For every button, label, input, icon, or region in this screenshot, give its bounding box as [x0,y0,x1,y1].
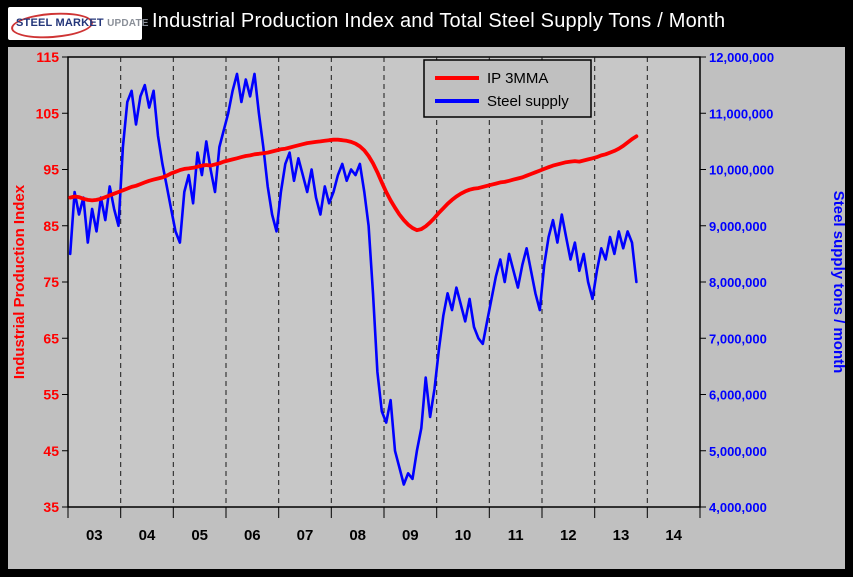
chart: 03 04 05 06 07 08 09 10 11 12 13 14 35 45 55 65 75 85 95 10… [11,49,847,544]
axis-ticks [62,56,706,518]
left-axis-tick-label: 75 [43,274,59,290]
series-line-ip-3mma [68,134,639,233]
left-axis-tick-label: 65 [43,330,59,346]
legend-label-ip3mma: IP 3MMA [487,70,548,87]
x-axis-year-label: 14 [665,527,682,544]
x-axis-year-label: 05 [191,527,208,544]
right-axis-title: Steel supply tons / month [830,191,845,374]
x-axis-year-label: 08 [349,527,366,544]
left-axis-title: Industrial Production Index [11,184,28,379]
logo-word-steel: STEEL [16,17,53,29]
right-axis-tick-label: 11,000,000 [709,106,773,121]
logo-word-market: MARKET [55,17,104,29]
right-axis-tick-label: 7,000,000 [709,331,767,346]
x-axis-year-label: 03 [86,527,103,544]
logo-word-update: UPDATE [107,18,149,29]
left-axis-tick-label: 55 [43,387,59,403]
x-axis-year-label: 09 [402,527,419,544]
legend-label-steel-supply: Steel supply [487,93,569,110]
axis-tick-labels: 03 04 05 06 07 08 09 10 11 12 13 14 35 45 55 65 75 85 95 10… [36,49,774,544]
left-axis-tick-label: 115 [36,49,59,65]
left-axis-tick-label: 95 [43,162,59,178]
left-axis-tick-label: 35 [43,499,59,515]
right-axis-tick-label: 6,000,000 [709,388,767,403]
chart-panel: 03 04 05 06 07 08 09 10 11 12 13 14 35 45 55 65 75 85 95 10… [8,47,847,569]
right-axis-tick-label: 12,000,000 [709,50,774,65]
x-axis-year-label: 06 [244,527,261,544]
right-axis-tick-label: 5,000,000 [709,444,767,459]
right-axis-tick-label: 10,000,000 [709,163,774,178]
right-axis-tick-label: 4,000,000 [709,500,767,515]
x-axis-year-label: 13 [613,527,630,544]
right-axis-tick-label: 9,000,000 [709,219,767,234]
left-axis-tick-label: 105 [36,105,60,121]
legend-box [423,59,592,118]
chart-title: Industrial Production Index and Total St… [152,10,726,32]
right-axis-tick-label: 8,000,000 [709,275,767,290]
x-axis-year-label: 10 [455,527,472,544]
x-axis-year-label: 12 [560,527,577,544]
logo-text: STEEL MARKET UPDATE [16,17,149,29]
x-axis-year-label: 11 [508,527,524,544]
left-axis-tick-label: 45 [43,443,59,459]
left-axis-tick-label: 85 [43,218,59,234]
legend: IP 3MMA Steel supply [423,59,592,118]
steel-market-update-logo: STEEL MARKET UPDATE [8,7,148,41]
x-axis-year-label: 07 [297,527,314,544]
x-axis-year-label: 04 [139,527,156,544]
series-lines [68,72,639,486]
